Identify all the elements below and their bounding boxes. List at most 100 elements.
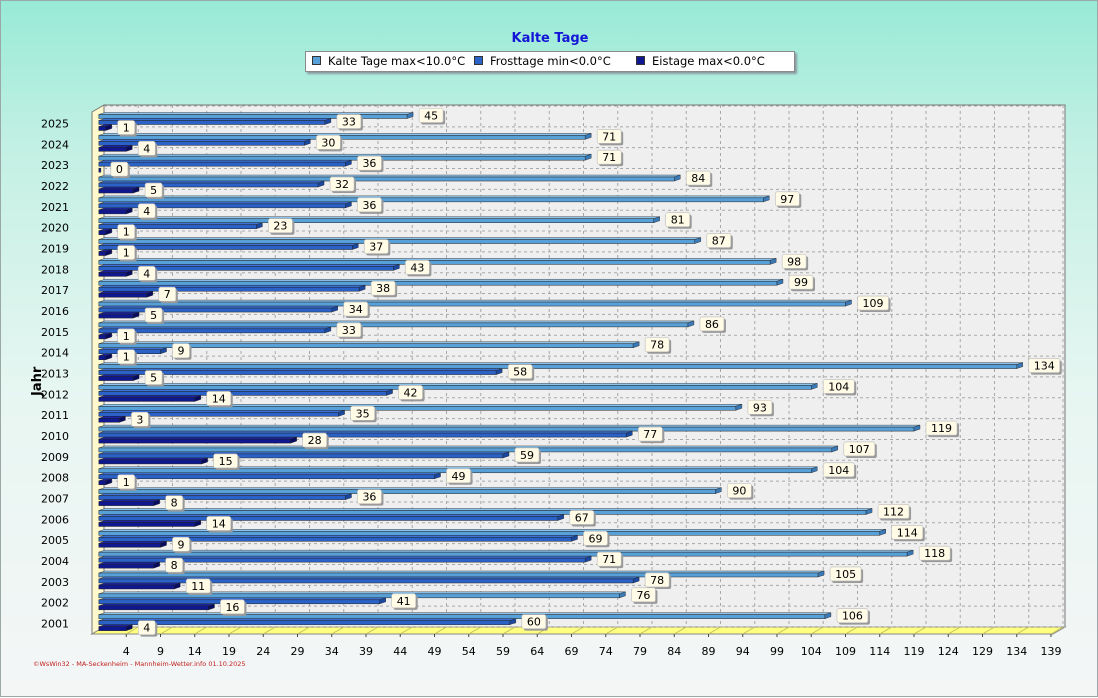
bar-top-face bbox=[98, 508, 873, 511]
data-label-box bbox=[446, 468, 471, 484]
data-label: 11 bbox=[191, 580, 205, 593]
bar bbox=[98, 230, 106, 235]
x-tick-label: 19 bbox=[222, 645, 236, 658]
x-tick-label: 69 bbox=[565, 645, 579, 658]
data-label-box bbox=[137, 141, 156, 156]
bar-side-face bbox=[824, 612, 832, 619]
data-label: 84 bbox=[691, 172, 705, 185]
bar-top-face bbox=[98, 291, 153, 294]
bar-top-face bbox=[98, 514, 564, 517]
data-label: 78 bbox=[650, 574, 664, 587]
y-tick-label: 2009 bbox=[41, 451, 69, 464]
bar-top-face bbox=[98, 457, 208, 461]
bar bbox=[98, 563, 154, 569]
bar bbox=[98, 280, 778, 286]
floor-grid-line bbox=[125, 626, 139, 635]
data-label-box bbox=[877, 504, 910, 519]
data-label: 99 bbox=[794, 276, 808, 289]
bar-side-face bbox=[132, 374, 140, 381]
data-label-box bbox=[357, 155, 382, 171]
data-label: 78 bbox=[650, 339, 664, 352]
bar-side-face bbox=[345, 159, 352, 167]
data-label: 15 bbox=[219, 455, 233, 468]
legend-label-kalte-tage: Kalte Tage max<10.0°C bbox=[328, 54, 466, 68]
data-label-box bbox=[110, 161, 129, 177]
data-label: 1 bbox=[123, 476, 130, 489]
bar bbox=[98, 614, 826, 619]
bar bbox=[98, 495, 346, 500]
data-label-box bbox=[206, 516, 232, 531]
y-tick-label: 2016 bbox=[41, 305, 69, 318]
x-tick-label: 49 bbox=[428, 645, 442, 658]
y-tick-label: 2019 bbox=[41, 242, 69, 255]
bar-top-face bbox=[98, 285, 366, 288]
y-tick-label: 2015 bbox=[41, 326, 69, 339]
bar-top-face bbox=[98, 326, 331, 330]
bar-top-face bbox=[98, 395, 201, 398]
data-label-box bbox=[117, 120, 135, 135]
bar-side-face bbox=[434, 472, 441, 480]
bar-side-face bbox=[160, 541, 167, 548]
bar-top-face bbox=[98, 133, 592, 136]
data-label-box bbox=[747, 399, 773, 415]
bar-side-face bbox=[126, 270, 133, 277]
floor-grid-line bbox=[913, 626, 927, 635]
data-label: 112 bbox=[883, 505, 904, 518]
data-label: 23 bbox=[273, 220, 287, 233]
data-label-box bbox=[336, 322, 362, 338]
bar-side-face bbox=[509, 618, 517, 625]
data-label-box bbox=[665, 212, 691, 227]
data-label: 33 bbox=[342, 324, 356, 337]
data-label-box bbox=[637, 426, 663, 442]
bar-side-face bbox=[619, 591, 626, 599]
data-label-box bbox=[302, 432, 327, 448]
data-label: 8 bbox=[171, 497, 178, 510]
data-label-box bbox=[206, 391, 232, 406]
floor-grid-line bbox=[1016, 626, 1030, 635]
bar bbox=[98, 322, 689, 328]
bar bbox=[98, 391, 387, 396]
bar bbox=[98, 286, 360, 292]
bar-side-face bbox=[345, 201, 352, 209]
bar bbox=[98, 376, 134, 381]
data-label: 1 bbox=[123, 247, 130, 260]
bar bbox=[98, 620, 511, 625]
y-tick-label: 2023 bbox=[41, 159, 69, 172]
x-tick-label: 79 bbox=[633, 645, 647, 658]
data-label: 5 bbox=[150, 309, 157, 322]
data-label: 37 bbox=[369, 241, 383, 254]
data-label: 60 bbox=[527, 616, 541, 629]
data-label-box bbox=[774, 191, 800, 207]
data-label: 81 bbox=[671, 214, 685, 227]
bar bbox=[98, 438, 291, 444]
data-label-box bbox=[596, 129, 622, 144]
x-tick-label: 99 bbox=[770, 645, 784, 658]
data-label-box bbox=[857, 295, 889, 311]
data-label-box bbox=[117, 224, 135, 239]
bar bbox=[98, 474, 435, 480]
x-tick-label: 139 bbox=[1041, 645, 1062, 658]
bar-top-face bbox=[98, 383, 818, 386]
bar-top-face bbox=[98, 305, 338, 309]
bar-side-face bbox=[352, 243, 359, 250]
y-tick-label: 2003 bbox=[41, 576, 69, 589]
bar bbox=[98, 447, 833, 453]
bar bbox=[98, 218, 654, 223]
data-label-box bbox=[213, 453, 238, 469]
bar-side-face bbox=[126, 207, 133, 215]
bar-side-face bbox=[132, 311, 140, 319]
bar bbox=[98, 406, 737, 411]
x-tick-label: 64 bbox=[530, 645, 544, 658]
bar-top-face bbox=[98, 279, 784, 282]
bar-side-face bbox=[132, 186, 140, 194]
bar bbox=[98, 572, 819, 578]
data-label: 34 bbox=[349, 303, 363, 316]
bar bbox=[98, 260, 771, 265]
data-label-box bbox=[165, 495, 183, 510]
x-tick-label: 129 bbox=[972, 645, 993, 658]
x-tick-label: 54 bbox=[462, 645, 476, 658]
y-tick-label: 2022 bbox=[41, 180, 69, 193]
data-label-box bbox=[843, 441, 876, 457]
bar bbox=[98, 418, 120, 423]
bar-side-face bbox=[304, 139, 311, 146]
